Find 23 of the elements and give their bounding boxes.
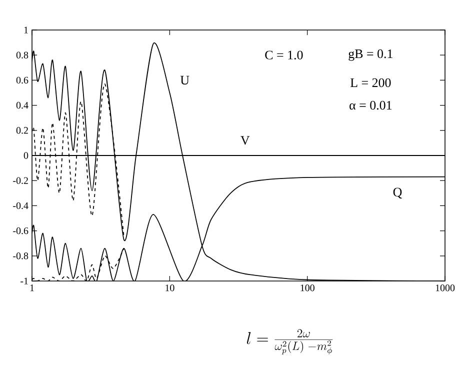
annotation: α = 0.01 [350,100,392,110]
x-tick-label: 1000 [436,284,455,292]
series-label: Q [393,188,402,198]
y-tick-label: 0.6 [16,76,28,84]
y-tick-label: 0.4 [16,102,28,109]
y-tick-label: -0.6 [13,227,28,234]
y-tick-label: 1 [24,26,28,34]
y-tick-label: -1 [20,278,28,284]
y-tick-label: -0.2 [13,177,28,184]
x-axis-title: $l = \frac{2\omega}{\omega_p^2(L) \; - m_\phi^2}$ [246,329,333,355]
x-tick-label: 1 [30,284,34,292]
y-tick-label: 0.8 [16,52,28,58]
series-label: U [180,76,190,84]
annotation: gB = 0.1 [348,49,392,61]
series-label: V [240,136,250,145]
x-tick-label: 10 [166,284,174,292]
y-tick-label: -0.8 [13,252,28,260]
y-tick-label: -0.4 [13,202,28,210]
annotation: C = 1.0 [265,50,303,60]
y-tick-label: 0 [24,152,28,159]
x-tick-label: 100 [300,284,314,292]
annotation: L = 200 [350,78,391,88]
y-tick-label: 0.2 [16,127,28,134]
